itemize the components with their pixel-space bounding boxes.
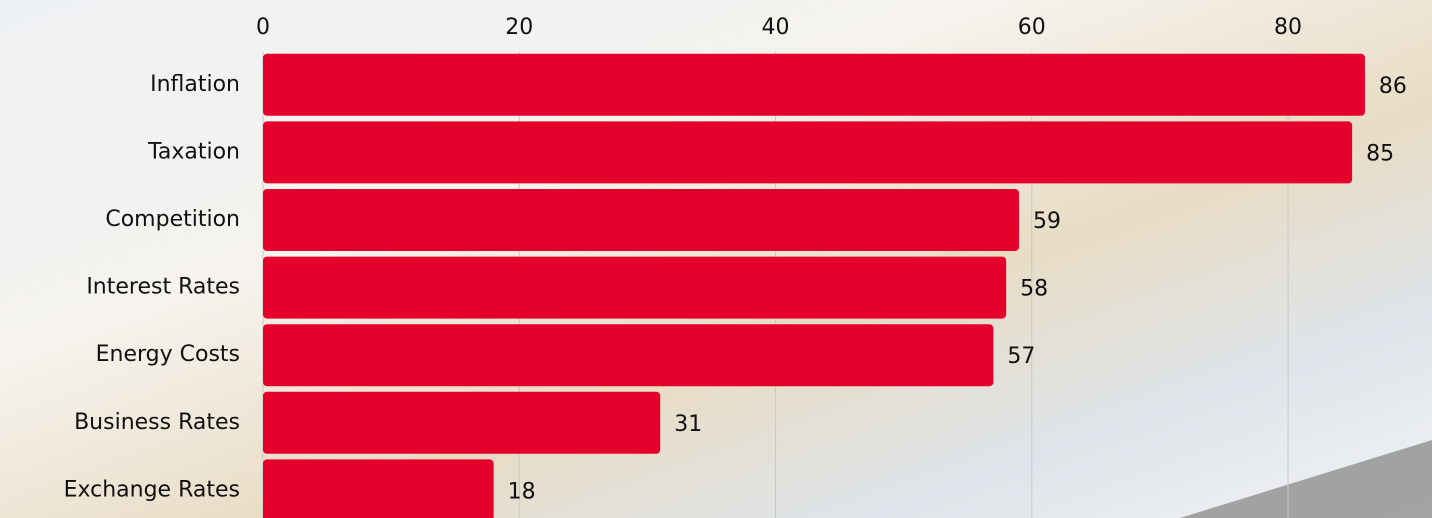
chart: 0 20 40 60 80 Inflation 86 Taxation 85 Competitio… (0, 0, 1432, 518)
x-tick-label: 40 (762, 15, 790, 40)
value-label: 58 (1020, 277, 1048, 302)
y-tick-label: Taxation (147, 139, 240, 164)
y-tick-label: Exchange Rates (64, 477, 240, 502)
x-tick-label: 80 (1274, 15, 1302, 40)
page: 0 20 40 60 80 Inflation 86 Taxation 85 Competitio… (0, 0, 1432, 518)
value-label: 86 (1379, 74, 1407, 99)
y-tick-label: Competition (105, 207, 240, 232)
x-tick-label: 20 (505, 15, 533, 40)
y-tick-label: Energy Costs (96, 342, 240, 367)
x-tick-label: 0 (256, 15, 270, 40)
value-label: 57 (1007, 344, 1035, 369)
bar (263, 54, 1365, 116)
bar (263, 257, 1006, 319)
value-label: 59 (1033, 209, 1061, 234)
value-label: 85 (1366, 141, 1394, 166)
x-tick-label: 60 (1018, 15, 1046, 40)
bar (263, 324, 993, 386)
y-tick-label: Inflation (150, 72, 240, 97)
bar (263, 189, 1019, 251)
value-label: 31 (674, 412, 702, 437)
y-tick-label: Business Rates (74, 410, 240, 435)
y-tick-label: Interest Rates (86, 275, 240, 300)
bar (263, 459, 494, 518)
value-label: 18 (508, 479, 536, 504)
bar (263, 121, 1352, 183)
bar (263, 392, 660, 454)
